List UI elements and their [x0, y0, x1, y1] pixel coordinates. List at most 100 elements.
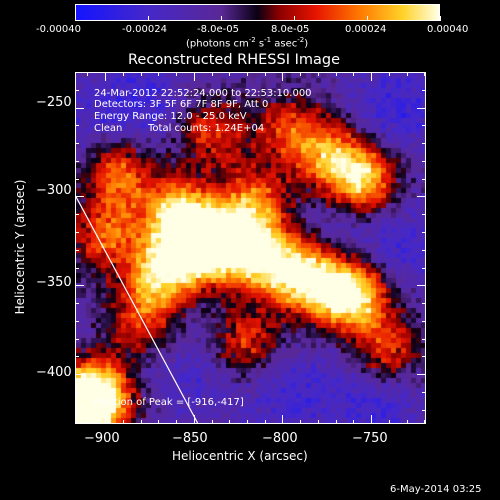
- x-major-tick-top: [105, 72, 107, 81]
- y-minor-tick: [75, 249, 79, 251]
- x-major-tick: [105, 415, 107, 424]
- x-minor-tick-top: [122, 72, 124, 76]
- colorbar-tick-label-2: -8.0e-05: [197, 24, 239, 35]
- y-minor-tick-right: [422, 249, 426, 251]
- y-minor-tick: [75, 160, 79, 162]
- y-tick-label-1: −300: [36, 183, 72, 198]
- colorbar-units: (photons cm-2 s-1 asec-2): [186, 36, 309, 50]
- colorbar: [75, 4, 440, 21]
- x-major-tick: [193, 415, 195, 424]
- x-tick-label-3: −750: [352, 431, 388, 446]
- y-minor-tick-right: [422, 338, 426, 340]
- y-minor-tick: [75, 392, 79, 393]
- x-minor-tick-top: [424, 72, 426, 76]
- x-tick-label-0: −900: [84, 431, 120, 446]
- x-minor-tick-top: [300, 72, 302, 76]
- y-major-tick: [75, 285, 84, 287]
- x-minor-tick: [122, 420, 124, 424]
- x-minor-tick-top: [406, 72, 408, 76]
- y-major-tick: [75, 107, 84, 109]
- x-minor-tick: [335, 420, 337, 424]
- y-minor-tick-right: [422, 125, 426, 127]
- x-minor-tick: [229, 420, 231, 424]
- x-minor-tick-top: [211, 72, 213, 76]
- y-minor-tick-right: [422, 214, 426, 216]
- y-minor-tick-right: [422, 267, 426, 269]
- x-minor-tick: [158, 420, 160, 424]
- info-time: 24-Mar-2012 22:52:24.000 to 22:53:10.000: [94, 88, 312, 99]
- x-minor-tick-top: [335, 72, 337, 76]
- y-minor-tick: [75, 125, 79, 127]
- info-method: Clean: [94, 123, 123, 134]
- x-minor-tick: [87, 420, 89, 424]
- peak-position-label: Position of Peak = [-916,-417]: [94, 397, 244, 408]
- y-minor-tick: [75, 89, 79, 91]
- y-major-tick-right: [417, 196, 426, 198]
- y-axis-label: Heliocentric Y (arcsec): [13, 179, 27, 315]
- info-energy: Energy Range: 12.0 - 25.0 keV: [94, 111, 247, 122]
- y-minor-tick-right: [422, 409, 426, 411]
- x-minor-tick: [317, 420, 319, 424]
- colorbar-tick: [293, 16, 295, 21]
- y-minor-tick: [75, 267, 79, 269]
- x-minor-tick: [211, 420, 213, 424]
- x-major-tick-top: [282, 72, 284, 81]
- x-major-tick-top: [371, 72, 373, 81]
- colorbar-tick: [366, 16, 368, 21]
- heatmap-image: [76, 73, 425, 423]
- x-tick-label-2: −800: [262, 431, 298, 446]
- x-tick-label-1: −850: [172, 431, 208, 446]
- y-minor-tick-right: [422, 320, 426, 322]
- y-major-tick-right: [417, 285, 426, 287]
- x-minor-tick-top: [388, 72, 390, 76]
- colorbar-tick-label-1: -0.00024: [122, 24, 167, 35]
- y-major-tick: [75, 196, 84, 198]
- limb-overlay: [76, 196, 199, 423]
- x-minor-tick-top: [140, 72, 142, 76]
- x-major-tick: [282, 415, 284, 424]
- solar-limb-line: [76, 196, 199, 423]
- y-minor-tick-right: [422, 392, 426, 393]
- plot-area: 24-Mar-2012 22:52:24.000 to 22:53:10.000…: [75, 72, 426, 424]
- x-minor-tick: [388, 420, 390, 424]
- y-minor-tick-right: [422, 89, 426, 91]
- y-minor-tick: [75, 356, 79, 358]
- info-detectors: Detectors: 3F 5F 6F 7F 8F 9F, Att 0: [94, 99, 269, 110]
- y-minor-tick: [75, 320, 79, 322]
- x-minor-tick-top: [158, 72, 160, 76]
- y-minor-tick-right: [422, 232, 426, 233]
- x-minor-tick: [140, 420, 142, 424]
- x-minor-tick-top: [229, 72, 231, 76]
- x-minor-tick: [176, 420, 178, 424]
- x-minor-tick: [353, 420, 355, 424]
- footer-date: 6-May-2014 03:25: [390, 484, 482, 495]
- y-tick-label-0: −250: [36, 95, 72, 110]
- y-minor-tick-right: [422, 303, 426, 305]
- x-major-tick-top: [193, 72, 195, 81]
- y-minor-tick: [75, 303, 79, 305]
- colorbar-tick-label-3: 8.0e-05: [271, 24, 310, 35]
- colorbar-tick: [439, 16, 441, 21]
- colorbar-tick: [74, 16, 76, 21]
- colorbar-tick-label-5: 0.00040: [427, 24, 469, 35]
- y-minor-tick-right: [422, 160, 426, 162]
- x-minor-tick: [264, 420, 266, 424]
- x-minor-tick: [424, 420, 426, 424]
- y-major-tick: [75, 374, 84, 376]
- info-counts: Total counts: 1.24E+04: [148, 123, 265, 134]
- x-major-tick: [371, 415, 373, 424]
- y-minor-tick: [75, 232, 79, 233]
- colorbar-tick-label-4: 0.00024: [345, 24, 387, 35]
- y-minor-tick-right: [422, 143, 426, 145]
- chart-title: Reconstructed RHESSI Image: [128, 52, 341, 68]
- y-minor-tick-right: [422, 178, 426, 180]
- y-minor-tick: [75, 178, 79, 180]
- x-axis-label: Heliocentric X (arcsec): [172, 449, 308, 463]
- colorbar-tick: [147, 16, 149, 21]
- y-minor-tick: [75, 409, 79, 411]
- y-minor-tick-right: [422, 356, 426, 358]
- y-major-tick-right: [417, 107, 426, 109]
- x-minor-tick-top: [317, 72, 319, 76]
- y-minor-tick: [75, 143, 79, 145]
- x-minor-tick: [406, 420, 408, 424]
